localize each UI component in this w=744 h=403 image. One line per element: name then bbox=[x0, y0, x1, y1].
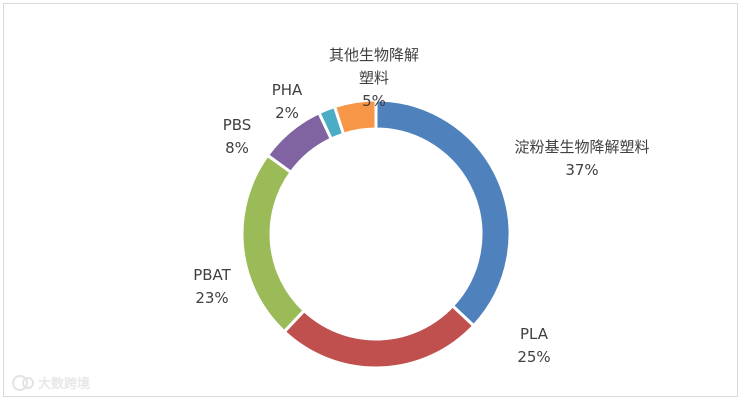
slice-label-other-line2: 塑料 bbox=[359, 69, 389, 87]
slices-group bbox=[240, 98, 512, 370]
slice-label-pla: PLA bbox=[520, 325, 549, 343]
slice-label-pbat: PBAT bbox=[193, 266, 231, 284]
slice-value-pbat: 23% bbox=[195, 289, 228, 307]
slice-pla bbox=[282, 303, 476, 370]
watermark-text: 大数跨境 bbox=[38, 376, 90, 392]
slice-value-pha: 2% bbox=[275, 104, 299, 122]
slice-pbat bbox=[240, 153, 307, 334]
slice-label-pbs: PBS bbox=[223, 116, 252, 134]
slice-value-pbs: 8% bbox=[225, 139, 249, 157]
slice-value-other: 5% bbox=[362, 92, 386, 110]
slice-other bbox=[332, 98, 378, 137]
chart-frame bbox=[3, 3, 738, 397]
slice-starch bbox=[374, 98, 512, 328]
slice-value-starch: 37% bbox=[565, 161, 598, 179]
watermark-logo-icon bbox=[12, 375, 34, 391]
watermark: 大数跨境 bbox=[12, 375, 90, 392]
slice-label-other-line1: 其他生物降解 bbox=[329, 46, 419, 64]
labels-group: 淀粉基生物降解塑料 37% PLA 25% PBAT 23% PBS 8% PH… bbox=[193, 46, 649, 366]
slice-value-pla: 25% bbox=[517, 348, 550, 366]
slice-label-pha: PHA bbox=[272, 81, 303, 99]
slice-label-starch: 淀粉基生物降解塑料 bbox=[514, 138, 649, 156]
